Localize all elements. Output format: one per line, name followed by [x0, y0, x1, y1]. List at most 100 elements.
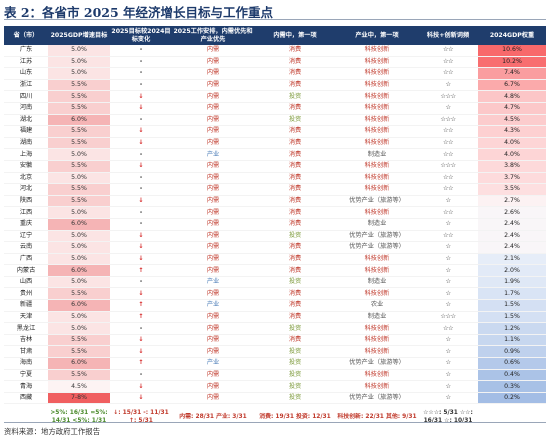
- tech-frequency-cell: ☆: [418, 392, 478, 405]
- industry-first-cell: 优势产业（旅游等）: [336, 392, 418, 405]
- tech-frequency-cell: ☆: [418, 287, 478, 301]
- demand-first-cell: 消费: [254, 160, 336, 173]
- demand-first-cell: 投资: [254, 322, 336, 335]
- tech-frequency-cell: ☆☆: [418, 172, 478, 185]
- industry-first-cell: 科技创新: [336, 137, 418, 150]
- summary-stars: ☆☆☆: 5/31 ☆☆: 16/31 ☆: 10/31: [423, 410, 473, 424]
- gdp-weight-cell: 10.2%: [478, 56, 546, 69]
- industry-first-cell: 科技创新: [336, 253, 418, 266]
- table-row: 山西 5.0% - 产业 投资 制造业 ☆ 1.9%: [4, 276, 546, 289]
- province-cell: 吉林: [4, 334, 48, 347]
- gdp-weight-cell: 2.1%: [478, 253, 546, 266]
- industry-first-cell: 科技创新: [336, 183, 418, 196]
- demand-first-cell: 消费: [254, 218, 336, 231]
- target-change-cell: ↓: [110, 253, 172, 266]
- demand-first-cell: 投资: [254, 276, 336, 289]
- province-cell: 黑龙江: [4, 322, 48, 335]
- gdp-target-cell: 6.0%: [48, 218, 110, 231]
- table-row: 北京 5.0% - 内需 消费 科技创新 ☆☆ 3.7%: [4, 172, 546, 185]
- gdp-weight-cell: 1.5%: [478, 311, 546, 324]
- province-cell: 青海: [4, 380, 48, 393]
- table-row: 广西 5.0% ↓ 内需 消费 科技创新 ☆ 2.1%: [4, 253, 546, 266]
- gdp-target-cell: 6.0%: [48, 357, 110, 370]
- table-row: 江苏 5.0% - 内需 消费 科技创新 ☆☆ 10.2%: [4, 56, 546, 69]
- table-row: 浙江 5.5% - 内需 消费 科技创新 ☆ 6.7%: [4, 79, 546, 92]
- tech-frequency-cell: ☆☆☆: [418, 114, 478, 127]
- target-change-cell: ↓: [110, 230, 172, 243]
- province-cell: 宁夏: [4, 369, 48, 382]
- table-row: 河北 5.5% - 内需 消费 科技创新 ☆☆ 3.5%: [4, 183, 546, 196]
- demand-first-cell: 消费: [254, 253, 336, 266]
- table-row: 黑龙江 5.0% - 内需 投资 科技创新 ☆☆ 1.2%: [4, 322, 546, 335]
- work-priority-cell: 内需: [172, 195, 254, 208]
- table-row: 吉林 5.5% ↓ 内需 消费 科技创新 ☆ 1.1%: [4, 334, 546, 347]
- industry-first-cell: 科技创新: [336, 206, 418, 219]
- industry-first-cell: 制造业: [336, 276, 418, 289]
- source-note: 资料来源：地方政府工作报告: [4, 427, 101, 436]
- gdp-target-cell: 5.5%: [48, 369, 110, 382]
- table-row: 甘肃 5.5% ↓ 内需 投资 科技创新 ☆ 0.9%: [4, 345, 546, 359]
- industry-first-cell: 科技创新: [336, 380, 418, 393]
- demand-first-cell: 投资: [254, 380, 336, 393]
- tech-frequency-cell: ☆☆: [418, 230, 478, 243]
- gdp-target-cell: 5.5%: [48, 137, 110, 150]
- work-priority-cell: 内需: [172, 90, 254, 103]
- industry-first-cell: 科技创新: [336, 334, 418, 347]
- gdp-weight-cell: 0.3%: [478, 380, 546, 393]
- summary-row: >5%: 16/31 =5%: 14/31 <5%: 1/31 ↓: 15/31…: [4, 404, 546, 432]
- gdp-target-cell: 5.5%: [48, 183, 110, 196]
- table-row: 河南 5.5% ↓ 内需 消费 科技创新 ☆ 4.7%: [4, 102, 546, 115]
- table-row: 海南 6.0% ↑ 产业 投资 优势产业（旅游等） ☆ 0.6%: [4, 357, 546, 370]
- table-row: 辽宁 5.0% ↓ 内需 投资 优势产业（旅游等） ☆☆ 2.4%: [4, 230, 546, 243]
- table-row: 云南 5.0% ↓ 内需 消费 优势产业（旅游等） ☆ 2.4%: [4, 241, 546, 254]
- gdp-weight-cell: 4.7%: [478, 102, 546, 115]
- gdp-target-cell: 5.0%: [48, 241, 110, 254]
- table-row: 新疆 6.0% ↑ 产业 消费 农业 ☆ 1.5%: [4, 299, 546, 312]
- gdp-weight-cell: 4.0%: [478, 137, 546, 150]
- table-row: 安徽 5.5% ↓ 内需 消费 科技创新 ☆☆☆ 3.8%: [4, 160, 546, 173]
- table-row: 贵州 5.5% ↓ 内需 消费 科技创新 ☆ 1.7%: [4, 287, 546, 301]
- gdp-target-cell: 7-8%: [48, 392, 110, 405]
- province-cell: 河北: [4, 183, 48, 196]
- gdp-target-cell: 5.0%: [48, 148, 110, 161]
- demand-first-cell: 投资: [254, 345, 336, 359]
- province-cell: 江苏: [4, 56, 48, 69]
- tech-frequency-cell: ☆☆☆: [418, 90, 478, 103]
- work-priority-cell: 产业: [172, 357, 254, 370]
- gdp-weight-cell: 4.0%: [478, 148, 546, 161]
- table-row: 宁夏 5.5% - 内需 投资 科技创新 ☆ 0.4%: [4, 369, 546, 382]
- work-priority-cell: 内需: [172, 102, 254, 115]
- target-change-cell: -: [110, 148, 172, 161]
- gdp-weight-cell: 2.4%: [478, 218, 546, 231]
- tech-frequency-cell: ☆: [418, 299, 478, 312]
- header-gdp-weight: 2024GDP权重: [478, 26, 546, 45]
- table-row: 内蒙古 6.0% ↑ 内需 消费 科技创新 ☆ 2.0%: [4, 264, 546, 277]
- tech-frequency-cell: ☆: [418, 102, 478, 115]
- target-change-cell: -: [110, 322, 172, 335]
- gdp-target-cell: 5.0%: [48, 172, 110, 185]
- tech-frequency-cell: ☆: [418, 264, 478, 277]
- header-target-change: 2025目标较2024目标变化: [110, 26, 172, 45]
- tech-frequency-cell: ☆: [418, 357, 478, 370]
- gdp-weight-cell: 2.7%: [478, 195, 546, 208]
- demand-first-cell: 消费: [254, 311, 336, 324]
- work-priority-cell: 内需: [172, 67, 254, 80]
- table-row: 福建 5.5% ↓ 内需 消费 科技创新 ☆☆ 4.3%: [4, 125, 546, 138]
- table-row: 山东 5.0% - 内需 消费 科技创新 ☆☆ 7.4%: [4, 67, 546, 80]
- table-row: 湖南 5.5% ↓ 内需 消费 科技创新 ☆☆ 4.0%: [4, 137, 546, 150]
- gdp-target-cell: 5.5%: [48, 195, 110, 208]
- gdp-weight-cell: 0.2%: [478, 392, 546, 405]
- target-change-cell: ↑: [110, 299, 172, 312]
- target-change-cell: ↓: [110, 392, 172, 405]
- target-change-cell: -: [110, 369, 172, 382]
- demand-first-cell: 消费: [254, 67, 336, 80]
- target-change-cell: -: [110, 67, 172, 80]
- target-change-cell: ↓: [110, 102, 172, 115]
- industry-first-cell: 科技创新: [336, 125, 418, 138]
- industry-first-cell: 科技创新: [336, 102, 418, 115]
- target-change-cell: ↓: [110, 287, 172, 301]
- tech-frequency-cell: ☆: [418, 369, 478, 382]
- industry-first-cell: 优势产业（旅游等）: [336, 241, 418, 254]
- target-change-cell: ↓: [110, 241, 172, 254]
- industry-first-cell: 科技创新: [336, 45, 418, 57]
